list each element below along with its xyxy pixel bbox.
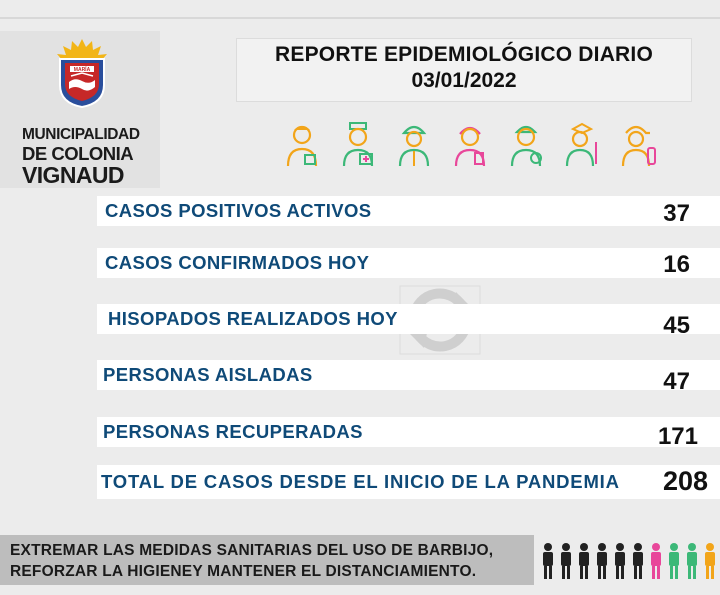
total-cases-row: TOTAL DE CASOS DESDE EL INICIO DE LA PAN… — [97, 465, 720, 499]
pharmacist-icon — [510, 125, 542, 167]
top-divider — [0, 17, 720, 19]
stat-value: 47 — [663, 368, 690, 395]
total-label: TOTAL DE CASOS DESDE EL INICIO DE LA PAN… — [101, 471, 620, 492]
svg-text:MARÍA: MARÍA — [74, 65, 91, 73]
logo-line-3: VIGNAUD — [22, 162, 124, 188]
report-date: 03/01/2022 — [411, 69, 517, 92]
delivery-worker-icon — [286, 125, 318, 167]
logo-line-1: MUNICIPALIDAD — [22, 126, 140, 143]
stat-value: 16 — [663, 251, 690, 278]
stat-row-confirmed-today: CASOS CONFIRMADOS HOY 16 — [97, 248, 720, 278]
footer-line-1: EXTREMAR LAS MEDIDAS SANITARIAS DEL USO … — [10, 542, 494, 559]
footer-message: EXTREMAR LAS MEDIDAS SANITARIAS DEL USO … — [0, 535, 534, 585]
person-figure-icon — [633, 543, 643, 579]
stat-label: HISOPADOS REALIZADOS HOY — [108, 308, 398, 329]
person-figure-icon — [579, 543, 589, 579]
report-title: REPORTE EPIDEMIOLÓGICO DIARIO — [275, 43, 653, 66]
logo-line-2: DE COLONIA — [22, 142, 134, 164]
health-worker-icon — [454, 126, 486, 167]
footer-line-2: REFORZAR LA HIGIENEY MANTENER EL DISTANC… — [10, 563, 477, 580]
teacher-icon — [565, 122, 597, 167]
stat-value: 45 — [663, 312, 690, 339]
firefighter-icon — [621, 125, 656, 167]
construction-worker-icon — [398, 125, 430, 167]
person-figure-icon — [597, 543, 607, 579]
stat-row-swabs-today: HISOPADOS REALIZADOS HOY 45 — [97, 304, 720, 339]
stat-value: 37 — [663, 200, 690, 227]
stat-value: 171 — [657, 423, 698, 450]
shield-emblem-icon: MARÍA — [57, 39, 107, 109]
person-figure-icon — [705, 543, 715, 579]
person-figure-icon — [669, 543, 679, 579]
stat-label: PERSONAS AISLADAS — [103, 364, 313, 385]
stat-row-recovered: PERSONAS RECUPERADAS 171 — [97, 417, 720, 450]
total-value: 208 — [662, 466, 708, 496]
report-header: REPORTE EPIDEMIOLÓGICO DIARIO 03/01/2022 — [236, 38, 692, 102]
stat-row-isolated: PERSONAS AISLADAS 47 — [97, 360, 720, 395]
social-distancing-people-icon — [543, 543, 715, 579]
stat-label: CASOS CONFIRMADOS HOY — [105, 252, 370, 273]
nurse-icon — [342, 122, 374, 167]
person-figure-icon — [687, 543, 697, 579]
stat-label: PERSONAS RECUPERADAS — [103, 421, 363, 442]
municipality-logo: MARÍA MUNICIPALIDAD DE COLONIA VIGNAUD — [0, 31, 160, 188]
stat-label: CASOS POSITIVOS ACTIVOS — [105, 200, 372, 221]
person-figure-icon — [561, 543, 571, 579]
essential-workers-icons — [283, 120, 663, 170]
person-figure-icon — [615, 543, 625, 579]
stat-row-active-cases: CASOS POSITIVOS ACTIVOS 37 — [97, 196, 720, 227]
person-figure-icon — [543, 543, 553, 579]
person-figure-icon — [651, 543, 661, 579]
